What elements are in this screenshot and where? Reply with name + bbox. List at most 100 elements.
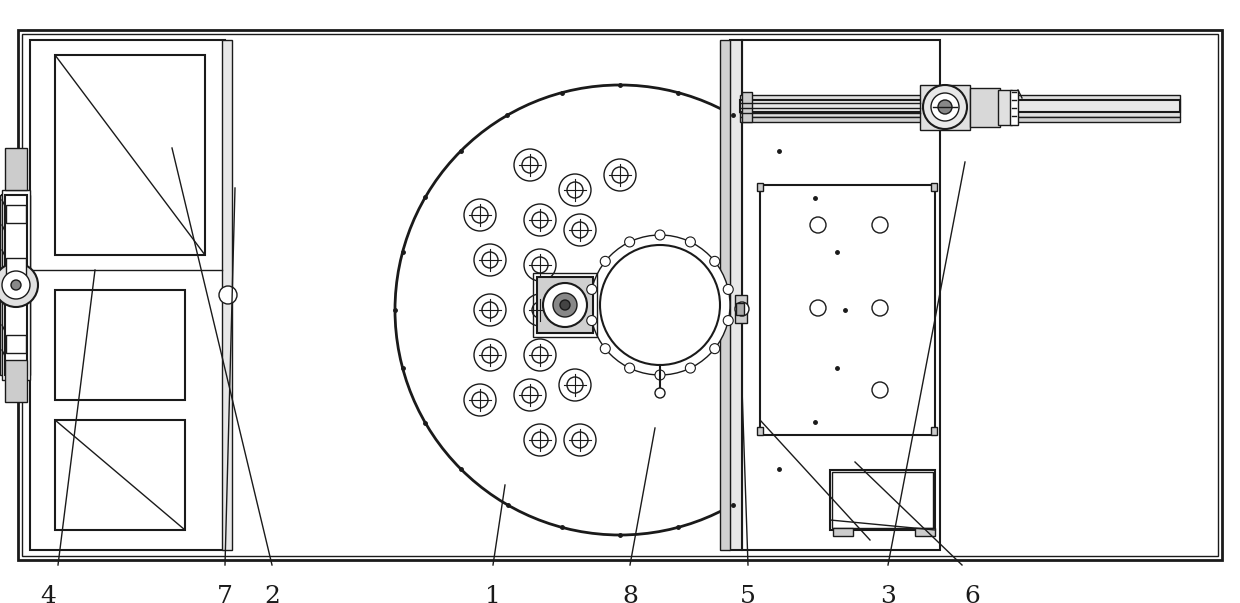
Circle shape <box>532 257 548 273</box>
Bar <box>537 277 593 333</box>
Circle shape <box>472 392 489 408</box>
Circle shape <box>474 294 506 326</box>
Text: 6: 6 <box>963 585 980 603</box>
Bar <box>30 40 224 550</box>
Circle shape <box>559 174 591 206</box>
Circle shape <box>482 347 498 363</box>
Circle shape <box>587 285 596 294</box>
Bar <box>1011 90 1018 125</box>
Text: 8: 8 <box>622 585 637 603</box>
Circle shape <box>872 382 888 398</box>
Circle shape <box>532 347 548 363</box>
Circle shape <box>567 182 583 198</box>
Circle shape <box>604 159 636 191</box>
Circle shape <box>396 85 844 535</box>
Bar <box>931 183 937 191</box>
Circle shape <box>655 370 665 380</box>
Circle shape <box>525 204 556 236</box>
Circle shape <box>600 344 610 353</box>
Bar <box>55 55 205 255</box>
Circle shape <box>474 339 506 371</box>
Circle shape <box>735 302 749 316</box>
Circle shape <box>464 199 496 231</box>
Circle shape <box>709 256 719 267</box>
Circle shape <box>810 300 826 316</box>
Bar <box>5 148 27 190</box>
Circle shape <box>723 285 733 294</box>
Bar <box>833 528 853 536</box>
Bar <box>998 90 1012 125</box>
Circle shape <box>625 237 635 247</box>
Bar <box>55 420 185 530</box>
Circle shape <box>2 271 30 299</box>
Bar <box>756 427 763 435</box>
Circle shape <box>532 302 548 318</box>
Circle shape <box>655 230 665 240</box>
Bar <box>756 183 763 191</box>
Circle shape <box>560 300 570 310</box>
Text: 7: 7 <box>217 585 233 603</box>
Circle shape <box>723 315 733 326</box>
Circle shape <box>525 339 556 371</box>
Circle shape <box>522 157 538 173</box>
Circle shape <box>564 424 596 456</box>
Bar <box>830 470 935 530</box>
Circle shape <box>590 235 730 375</box>
Circle shape <box>532 212 548 228</box>
Circle shape <box>600 245 720 365</box>
Circle shape <box>515 149 546 181</box>
Bar <box>740 100 1180 112</box>
Text: 5: 5 <box>740 585 756 603</box>
Bar <box>6 205 26 223</box>
Bar <box>533 273 596 337</box>
Bar <box>931 427 937 435</box>
Circle shape <box>11 280 21 290</box>
Bar <box>5 195 27 375</box>
Circle shape <box>532 432 548 448</box>
Circle shape <box>600 256 610 267</box>
Bar <box>760 185 935 435</box>
Circle shape <box>472 207 489 223</box>
Bar <box>970 88 999 127</box>
Text: 2: 2 <box>264 585 280 603</box>
Circle shape <box>625 363 635 373</box>
Bar <box>720 40 730 550</box>
Circle shape <box>0 263 38 307</box>
Circle shape <box>923 85 967 129</box>
Circle shape <box>564 214 596 246</box>
Circle shape <box>474 244 506 276</box>
Circle shape <box>553 293 577 317</box>
Bar <box>915 528 935 536</box>
Circle shape <box>525 294 556 326</box>
Text: 3: 3 <box>880 585 897 603</box>
Bar <box>19 30 1221 560</box>
Circle shape <box>872 217 888 233</box>
Bar <box>6 258 26 276</box>
Text: 1: 1 <box>485 585 501 603</box>
Circle shape <box>686 237 696 247</box>
Bar <box>742 40 940 550</box>
Bar <box>5 360 27 402</box>
Circle shape <box>482 252 498 268</box>
Circle shape <box>872 300 888 316</box>
Circle shape <box>515 379 546 411</box>
Circle shape <box>613 167 627 183</box>
Circle shape <box>587 315 596 326</box>
Circle shape <box>525 424 556 456</box>
Circle shape <box>572 432 588 448</box>
Circle shape <box>482 302 498 318</box>
Bar <box>730 40 742 550</box>
Circle shape <box>572 222 588 238</box>
Circle shape <box>567 377 583 393</box>
Text: 4: 4 <box>40 585 56 603</box>
Bar <box>832 472 932 528</box>
Bar <box>737 303 744 315</box>
Bar <box>222 40 232 550</box>
Bar <box>740 117 1180 122</box>
Circle shape <box>937 100 952 114</box>
Bar <box>740 95 1180 117</box>
Circle shape <box>559 369 591 401</box>
Circle shape <box>686 363 696 373</box>
Bar <box>6 335 26 353</box>
Bar <box>0 195 30 375</box>
